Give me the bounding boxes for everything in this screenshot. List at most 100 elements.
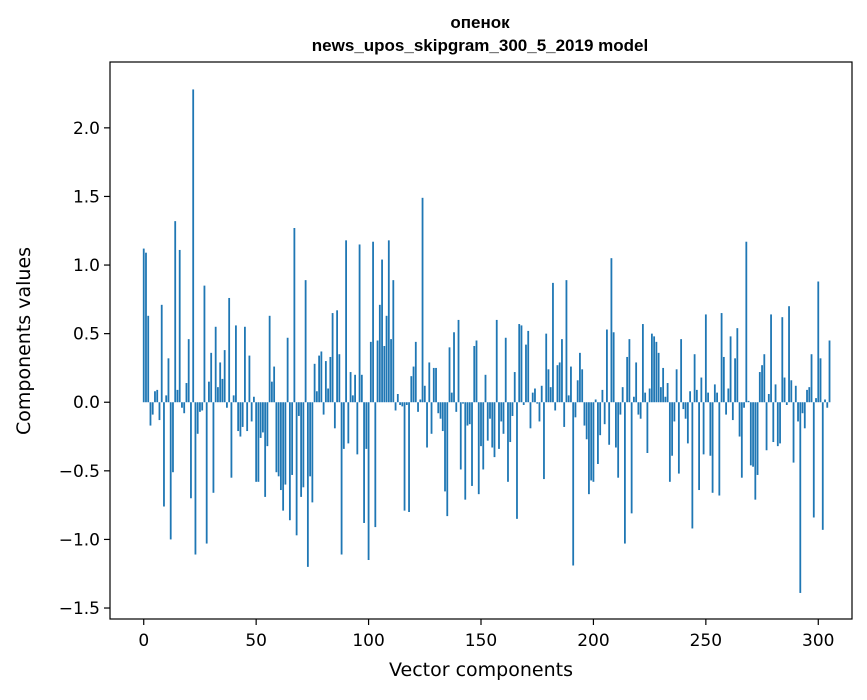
bar-183 — [554, 402, 557, 411]
bar-64 — [286, 337, 289, 403]
bar-157 — [495, 319, 498, 403]
bar-51 — [257, 402, 260, 482]
bar-6 — [156, 389, 159, 403]
bar-171 — [527, 330, 530, 403]
bar-28 — [205, 402, 208, 544]
bar-256 — [718, 402, 721, 496]
bar-69 — [297, 402, 300, 416]
bar-96 — [358, 244, 361, 403]
bar-31 — [212, 402, 215, 493]
bar-249 — [702, 402, 705, 455]
bar-56 — [268, 315, 271, 403]
bar-74 — [309, 402, 312, 477]
bar-11 — [167, 358, 170, 403]
bar-38 — [228, 297, 231, 403]
bar-8 — [160, 304, 163, 403]
bar-83 — [329, 356, 332, 403]
bar-187 — [563, 402, 566, 427]
bar-106 — [381, 259, 383, 403]
bar-267 — [743, 402, 745, 408]
bar-131 — [437, 402, 440, 414]
bar-68 — [295, 402, 298, 536]
bar-174 — [534, 388, 536, 403]
bar-95 — [356, 402, 359, 455]
bar-41 — [235, 325, 237, 403]
bar-71 — [302, 402, 305, 488]
bar-124 — [421, 197, 424, 403]
bar-209 — [612, 332, 615, 403]
bar-10 — [165, 395, 168, 403]
bar-213 — [621, 387, 624, 403]
bar-280 — [772, 402, 775, 443]
bar-205 — [603, 402, 606, 425]
bar-97 — [360, 374, 363, 403]
x-tick-label-6: 300 — [802, 631, 834, 651]
bar-35 — [221, 378, 224, 403]
bar-148 — [475, 340, 478, 403]
bar-154 — [489, 402, 491, 419]
bar-23 — [194, 402, 197, 555]
bar-176 — [538, 402, 541, 422]
bar-282 — [776, 402, 779, 447]
bar-291 — [797, 402, 799, 422]
bar-142 — [462, 402, 464, 404]
bar-290 — [794, 385, 797, 403]
bar-159 — [500, 402, 503, 422]
bar-114 — [399, 402, 401, 405]
bar-156 — [493, 402, 496, 458]
bar-46 — [246, 402, 249, 432]
bar-77 — [315, 391, 318, 403]
bar-253 — [711, 402, 714, 493]
x-tick-label-1: 50 — [245, 631, 267, 651]
bar-136 — [448, 347, 451, 403]
bar-224 — [646, 402, 649, 453]
y-tick-label-0: −1.5 — [59, 599, 100, 619]
bar-268 — [745, 241, 748, 403]
bar-26 — [201, 402, 204, 411]
bar-230 — [659, 387, 662, 403]
bar-145 — [468, 402, 471, 425]
bar-90 — [345, 240, 347, 403]
bar-94 — [354, 374, 356, 403]
bar-25 — [199, 402, 201, 412]
bar-70 — [300, 402, 303, 497]
bar-206 — [606, 329, 608, 403]
bar-271 — [752, 402, 754, 467]
bar-236 — [673, 402, 676, 422]
bar-129 — [432, 367, 435, 403]
bar-158 — [498, 402, 500, 449]
bar-134 — [444, 402, 446, 492]
bar-278 — [767, 394, 770, 403]
bar-161 — [504, 337, 507, 403]
bar-44 — [241, 402, 244, 427]
bar-166 — [516, 402, 518, 519]
bar-185 — [558, 362, 561, 403]
bar-193 — [576, 380, 579, 403]
bar-300 — [817, 281, 820, 403]
bar-275 — [761, 365, 763, 403]
bar-245 — [693, 354, 696, 403]
bar-16 — [178, 249, 181, 403]
bar-258 — [722, 356, 725, 403]
bar-250 — [704, 314, 707, 403]
bar-39 — [230, 402, 233, 478]
bar-217 — [630, 402, 633, 514]
bar-285 — [783, 377, 786, 403]
bar-302 — [821, 402, 824, 530]
bar-105 — [378, 304, 381, 403]
bar-283 — [779, 402, 781, 444]
bar-63 — [284, 402, 287, 485]
y-axis-label: Components values — [13, 247, 35, 435]
bar-163 — [509, 402, 512, 443]
bar-2 — [147, 315, 150, 403]
bar-231 — [662, 367, 665, 403]
bar-108 — [385, 315, 388, 403]
bar-292 — [799, 402, 802, 593]
bar-104 — [376, 340, 379, 403]
x-axis-ticks: 0 50 100 150 200 250 300 — [138, 619, 834, 651]
bar-24 — [196, 402, 199, 434]
bar-233 — [666, 383, 669, 403]
bar-112 — [394, 402, 397, 411]
bar-234 — [668, 402, 671, 482]
bar-150 — [480, 402, 482, 447]
